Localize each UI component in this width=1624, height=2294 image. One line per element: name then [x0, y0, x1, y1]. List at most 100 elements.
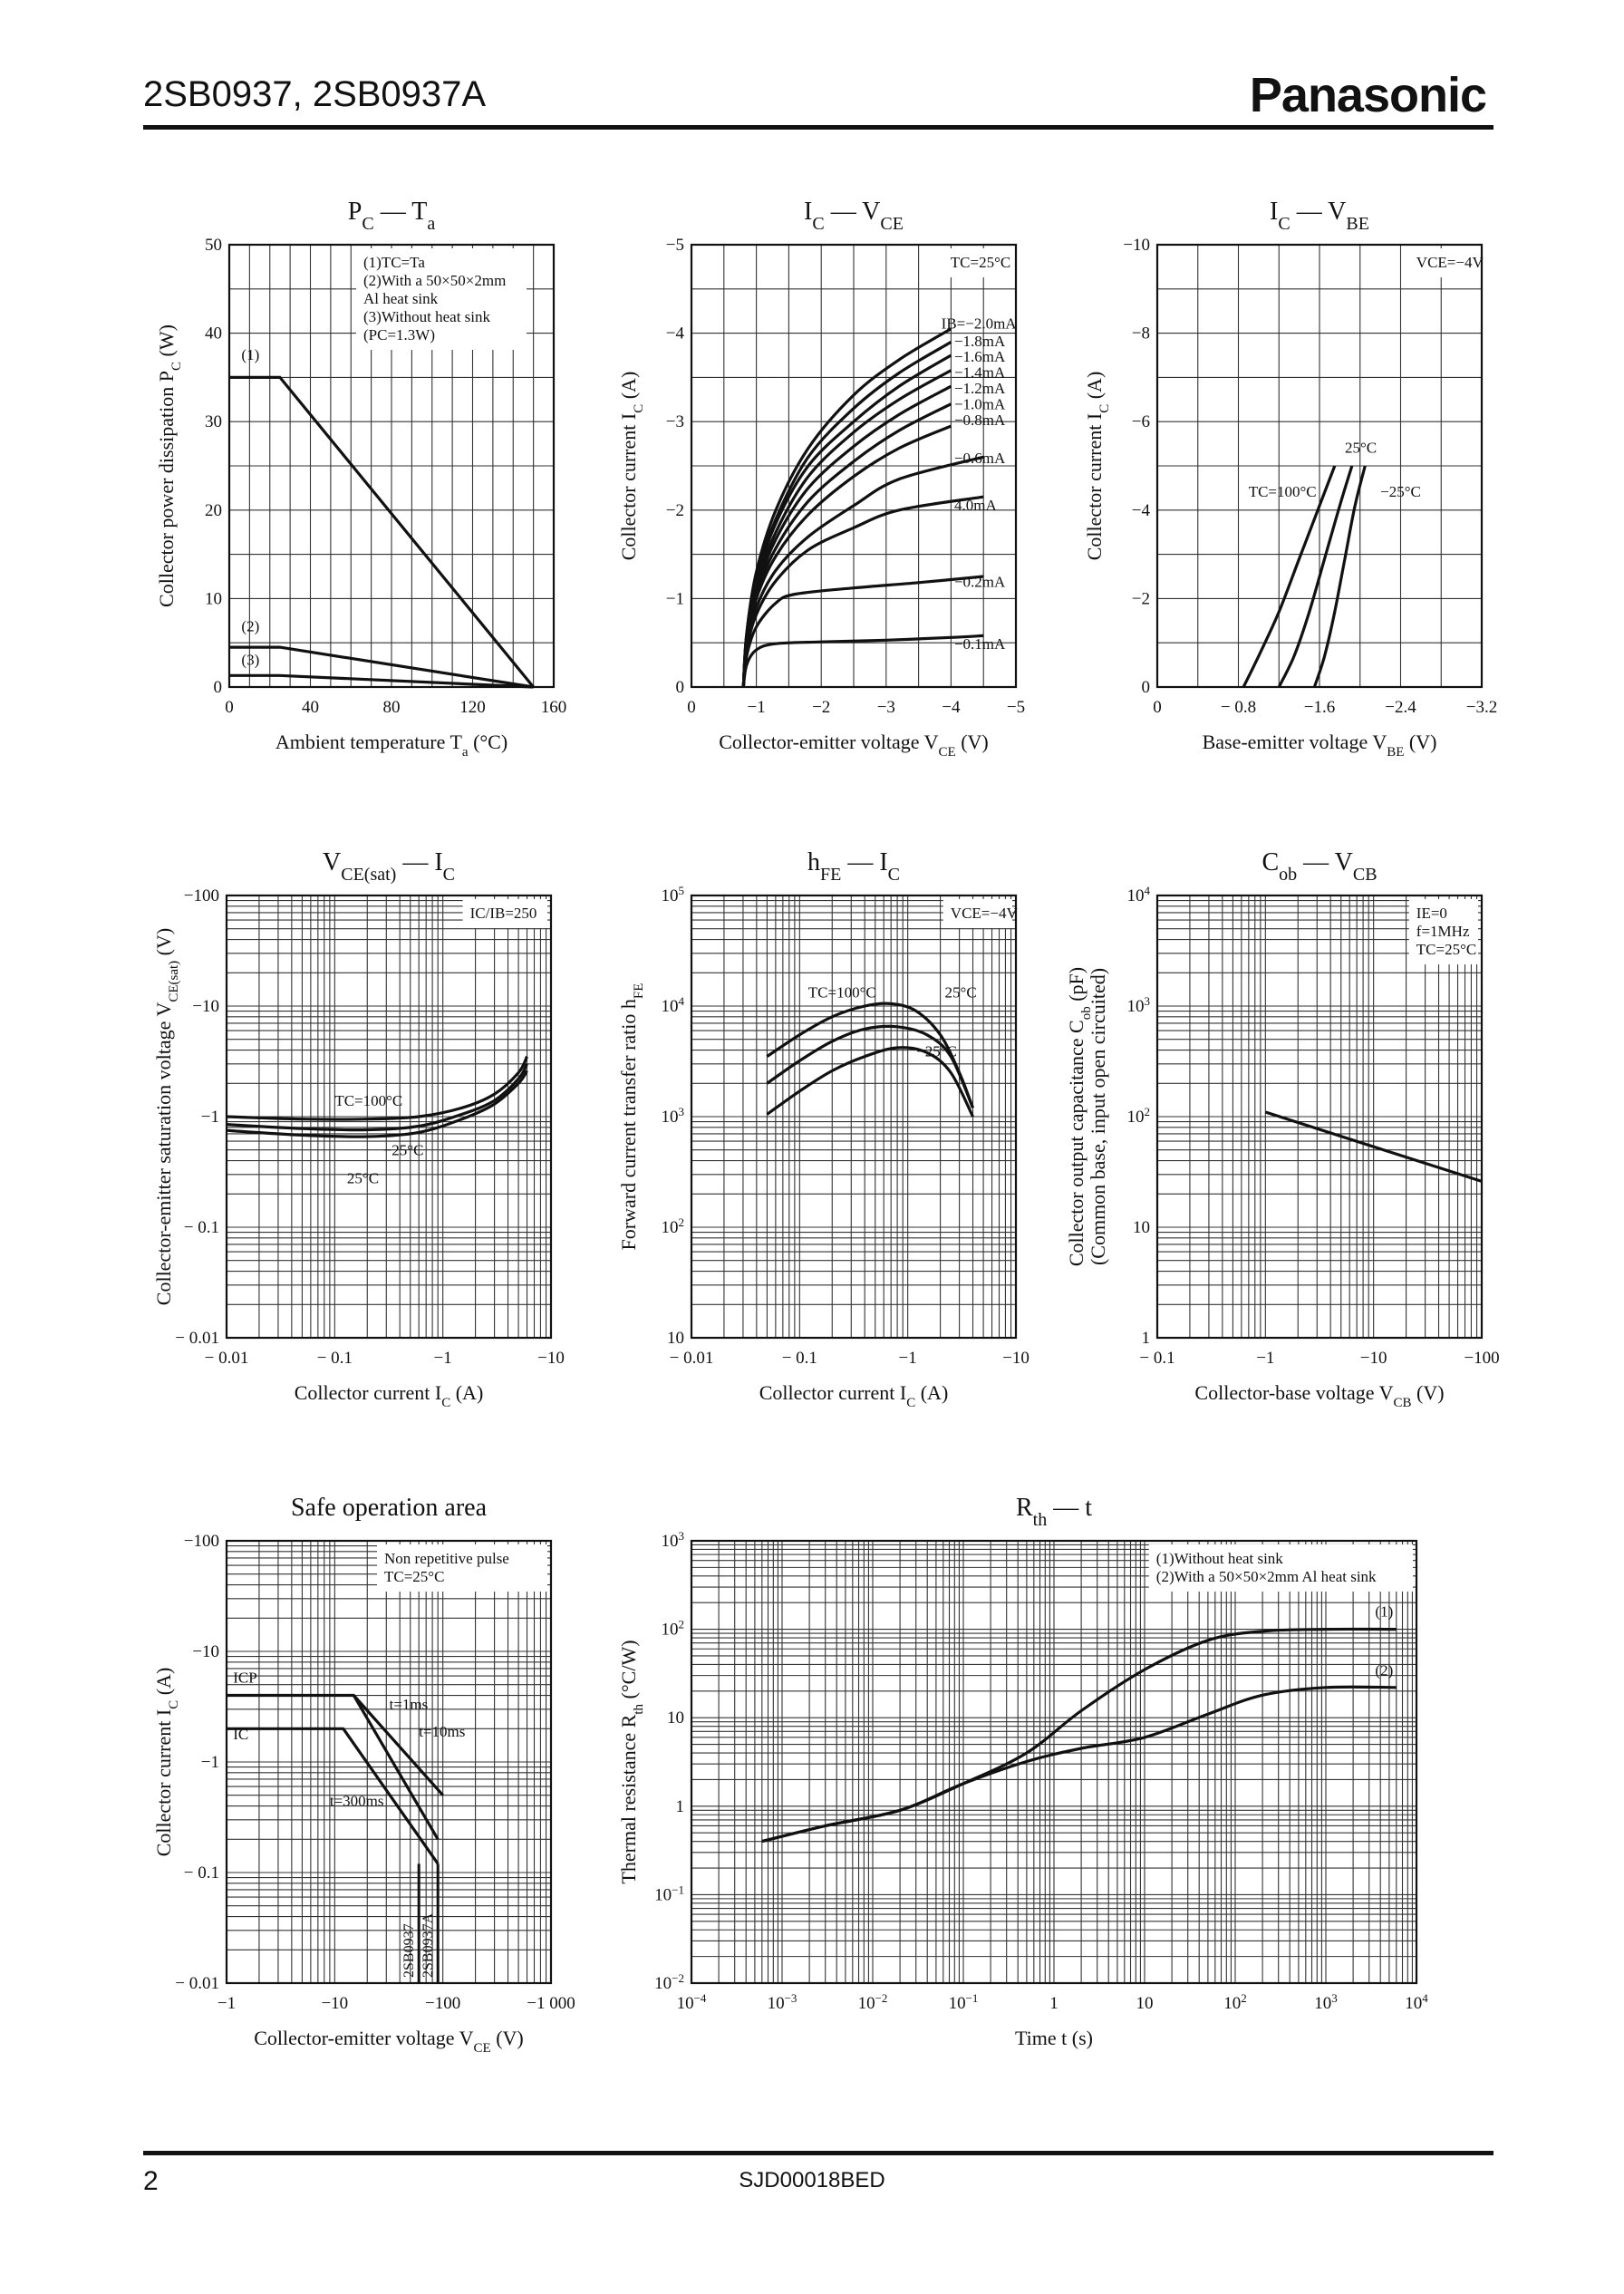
plot-frame	[227, 243, 556, 689]
y-axis-label: Collector current IC (A)	[617, 372, 646, 561]
y-tick-label: 1	[676, 1797, 685, 1816]
condition-text: (1)Without heat sink	[1156, 1550, 1284, 1567]
x-axis-label: Collector current IC (A)	[759, 1381, 949, 1410]
plot-frame	[225, 1539, 553, 1985]
x-tick-label: −1	[899, 1349, 917, 1368]
condition-box	[942, 899, 1012, 928]
x-tick-label: 103	[1314, 1991, 1338, 2014]
y-axis-label: Thermal resistance Rth (°C/W)	[617, 1640, 646, 1883]
y-axis-label: Collector current IC (A)	[152, 1668, 181, 1857]
x-axis-label: Ambient temperature Ta (°C)	[276, 731, 508, 760]
chart-title: hFE — IC	[807, 848, 900, 885]
y-tick-label: 102	[662, 1617, 685, 1640]
x-tick-label: −100	[1464, 1349, 1499, 1368]
y-tick-label: 103	[1127, 994, 1151, 1017]
series-line	[227, 1727, 440, 1865]
condition-text: Al heat sink	[363, 290, 439, 307]
data-label: t=1ms	[390, 1696, 429, 1713]
condition-text: VCE=−4V	[951, 905, 1019, 922]
x-tick-label: −1	[747, 698, 765, 717]
data-label: −0.2mA	[954, 574, 1006, 591]
x-tick-label: 0	[1153, 698, 1162, 717]
data-label: −25°C	[383, 1141, 424, 1158]
series-line	[229, 645, 534, 689]
series-line	[352, 1694, 440, 1841]
x-tick-label: 120	[459, 698, 486, 717]
chart-title: Rth — t	[1016, 1494, 1092, 1530]
data-label: 25°C	[1345, 439, 1377, 456]
chart-pc_ta: PC — Ta Ambient temperature Ta (°C) Collec…	[155, 198, 556, 760]
series-line	[226, 1063, 528, 1132]
condition-text: (PC=1.3W)	[363, 326, 435, 344]
x-tick-label: 80	[383, 698, 401, 717]
data-label: −0.8mA	[954, 411, 1006, 429]
data-label: −25°C	[916, 1043, 957, 1060]
y-tick-label: 105	[662, 884, 685, 906]
chart-title: VCE(sat) — IC	[323, 848, 455, 885]
data-label: −0.1mA	[954, 635, 1006, 653]
x-tick-label: −1	[434, 1349, 452, 1368]
condition-box	[377, 1544, 547, 1592]
y-tick-label: −10	[192, 997, 219, 1016]
x-tick-label: −100	[425, 1994, 460, 2013]
condition-text: TC=25°C	[1416, 941, 1476, 958]
y-tick-label: 10−2	[654, 1971, 684, 1994]
condition-text: VCE=−4V	[1416, 254, 1484, 271]
y-tick-label: 103	[662, 1105, 685, 1128]
data-label: −1.6mA	[954, 348, 1006, 365]
y-tick-label: 0	[676, 678, 685, 697]
x-tick-label: −1	[1256, 1349, 1274, 1368]
plot-frame	[690, 894, 1018, 1340]
footer-divider	[143, 2151, 1494, 2155]
voltage-limit-label: 2SB0937	[401, 1923, 417, 1978]
x-tick-label: 10−1	[949, 1991, 979, 2014]
y-tick-label: 10	[205, 589, 222, 608]
condition-box	[1408, 248, 1478, 277]
chart-title: PC — Ta	[348, 198, 436, 234]
x-tick-label: −4	[942, 698, 961, 717]
chart-cob_vcb: Cob — VCB Collector-base voltage VCB (V) C…	[1065, 848, 1484, 1410]
y-tick-label: −3	[666, 412, 684, 431]
x-tick-label: 102	[1223, 1991, 1247, 2014]
y-tick-label: 104	[662, 994, 685, 1017]
data-label: (2)	[241, 618, 259, 635]
data-label: 25°C	[945, 983, 977, 1001]
x-tick-label: 0	[687, 698, 696, 717]
x-tick-label: 10	[1136, 1994, 1154, 2013]
document-code: SJD00018BED	[739, 2168, 885, 2192]
y-tick-label: 104	[1127, 884, 1151, 906]
y-axis-label: Forward current transfer ratio hFE	[617, 983, 646, 1251]
data-label: −1.2mA	[954, 380, 1006, 397]
series-line	[226, 1070, 528, 1138]
chart-title: Cob — VCB	[1262, 848, 1377, 885]
condition-text: (1)TC=Ta	[363, 254, 425, 271]
condition-text: Non repetitive pulse	[384, 1550, 509, 1567]
y-tick-label: −10	[192, 1642, 219, 1661]
y-axis-label-2: (Common base, input open circuited)	[1087, 968, 1109, 1265]
series-line	[766, 1046, 974, 1118]
chart-hfe_ic: hFE — IC Collector current IC (A) Forward …	[617, 848, 1018, 1410]
y-tick-label: 10	[667, 1329, 684, 1348]
y-axis-label: Collector current IC (A)	[1083, 372, 1112, 561]
x-tick-label: −5	[1007, 698, 1025, 717]
x-tick-label: 10−4	[677, 1991, 707, 2014]
y-tick-label: 0	[1142, 678, 1151, 697]
chart-title: IC — VBE	[1270, 198, 1369, 234]
series-line	[1312, 465, 1367, 688]
chart-ic_vbe: IC — VBE Base-emitter voltage VBE (V) Coll…	[1083, 198, 1484, 760]
y-tick-label: 103	[662, 1529, 685, 1552]
y-tick-label: −1	[201, 1108, 219, 1127]
x-tick-label: −1.6	[1304, 698, 1335, 717]
y-tick-label: −10	[1123, 236, 1150, 255]
condition-box	[1408, 899, 1478, 964]
x-tick-label: − 0.1	[317, 1349, 353, 1368]
x-tick-label: 1	[1049, 1994, 1058, 2013]
condition-text: TC=25°C	[951, 254, 1010, 271]
series-line	[226, 1055, 528, 1121]
x-tick-label: 10−3	[768, 1991, 798, 2014]
condition-text: IE=0	[1416, 905, 1447, 922]
plot-frame	[690, 1539, 1418, 1985]
x-tick-label: − 0.1	[782, 1349, 817, 1368]
x-tick-label: 160	[541, 698, 567, 717]
y-tick-label: −100	[184, 1532, 219, 1551]
